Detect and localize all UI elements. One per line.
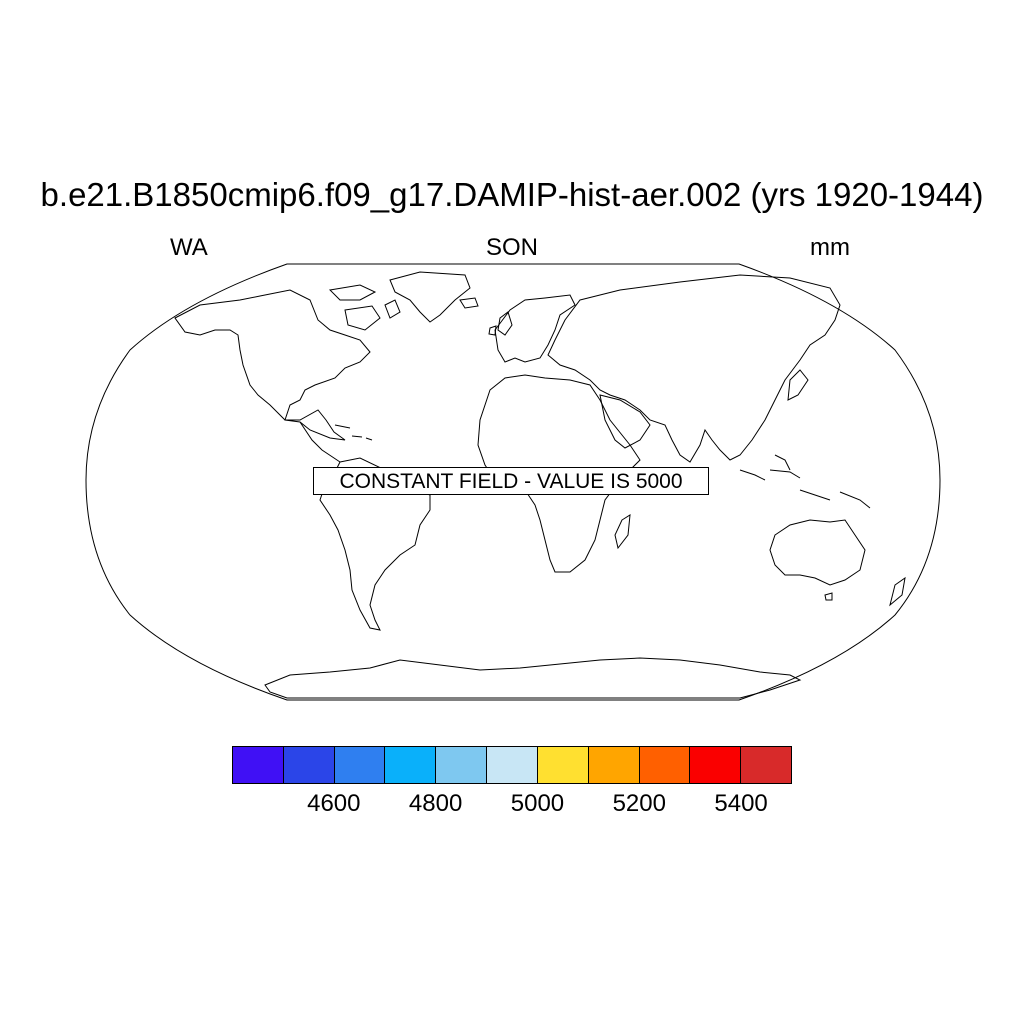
colorbar-tick-label: 5400 xyxy=(714,790,768,817)
colorbar-box xyxy=(588,747,640,783)
colorbar-box xyxy=(334,747,386,783)
coast-north-america xyxy=(174,289,371,441)
colorbar-tick-label: 4800 xyxy=(408,790,463,817)
season-label: SON xyxy=(485,234,538,261)
coast-central-america xyxy=(299,421,341,463)
coast-caribbean xyxy=(334,424,373,441)
coast-asia xyxy=(547,274,841,463)
coast-new-zealand xyxy=(889,576,906,607)
colorbar-box xyxy=(487,747,538,783)
colorbar-tick-label: 5000 xyxy=(510,790,565,817)
coast-greenland xyxy=(389,271,471,323)
colorbar-box xyxy=(741,747,791,783)
coast-british-isles xyxy=(488,311,513,336)
coast-tasmania xyxy=(824,592,833,601)
coast-south-america xyxy=(319,457,431,631)
colorbar-box xyxy=(233,747,284,783)
coast-se-asia-islands xyxy=(739,454,871,509)
coast-japan xyxy=(787,369,809,401)
coast-antarctica xyxy=(264,657,802,699)
coast-australia xyxy=(769,519,866,586)
colorbar-box xyxy=(537,747,589,783)
colorbar xyxy=(232,746,792,784)
colorbar-box xyxy=(639,747,691,783)
coast-europe xyxy=(494,294,576,363)
constant-field-label: CONSTANT FIELD - VALUE IS 5000 xyxy=(313,467,709,495)
colorbar-tick-label: 5200 xyxy=(612,790,666,817)
colorbar-labels: 4600 4800 5000 5200 5400 xyxy=(232,790,792,820)
coast-iceland xyxy=(459,297,479,309)
coast-arabia xyxy=(599,394,651,449)
coast-arctic-islands xyxy=(328,284,401,331)
colorbar-tick-label: 4600 xyxy=(307,790,361,817)
units-label: mm xyxy=(810,234,850,261)
colorbar-box xyxy=(283,747,335,783)
plot-title: b.e21.B1850cmip6.f09_g17.DAMIP-hist-aer.… xyxy=(40,176,984,213)
variable-label: WA xyxy=(170,234,208,261)
colorbar-box xyxy=(385,747,437,783)
colorbar-box xyxy=(436,747,488,783)
coast-madagascar xyxy=(614,514,631,550)
colorbar-box xyxy=(690,747,742,783)
